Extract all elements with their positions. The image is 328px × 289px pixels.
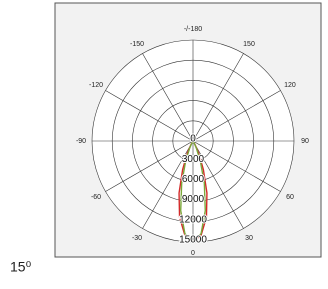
radial-tick-label: 15000 [179, 235, 207, 246]
angle-tick-label: -150 [130, 41, 144, 48]
angle-tick-label: -/-180 [184, 26, 202, 33]
angle-tick-label: 120 [284, 82, 296, 89]
radial-tick-label: 0 [190, 134, 196, 145]
angle-tick-label: 30 [245, 235, 253, 242]
angle-tick-label: -60 [91, 194, 101, 201]
chart: 15⁰ -/-180 -150 -120 -90 -60 -30 0 30 60 90 120 150… [0, 0, 328, 284]
angle-tick-label: -90 [76, 138, 86, 145]
angle-tick-label: 90 [301, 138, 309, 145]
radial-tick-label: 3000 [182, 154, 205, 165]
angle-tick-label: -120 [89, 82, 103, 89]
beam-angle-label: 15⁰ [10, 259, 32, 275]
angle-tick-label: 0 [191, 250, 195, 257]
radial-tick-label: 6000 [182, 174, 205, 185]
radial-tick-label: 12000 [179, 214, 207, 225]
angle-tick-label: -30 [132, 235, 142, 242]
angle-tick-label: 150 [243, 41, 255, 48]
radial-tick-label: 9000 [182, 194, 205, 205]
angle-tick-label: 60 [286, 194, 294, 201]
